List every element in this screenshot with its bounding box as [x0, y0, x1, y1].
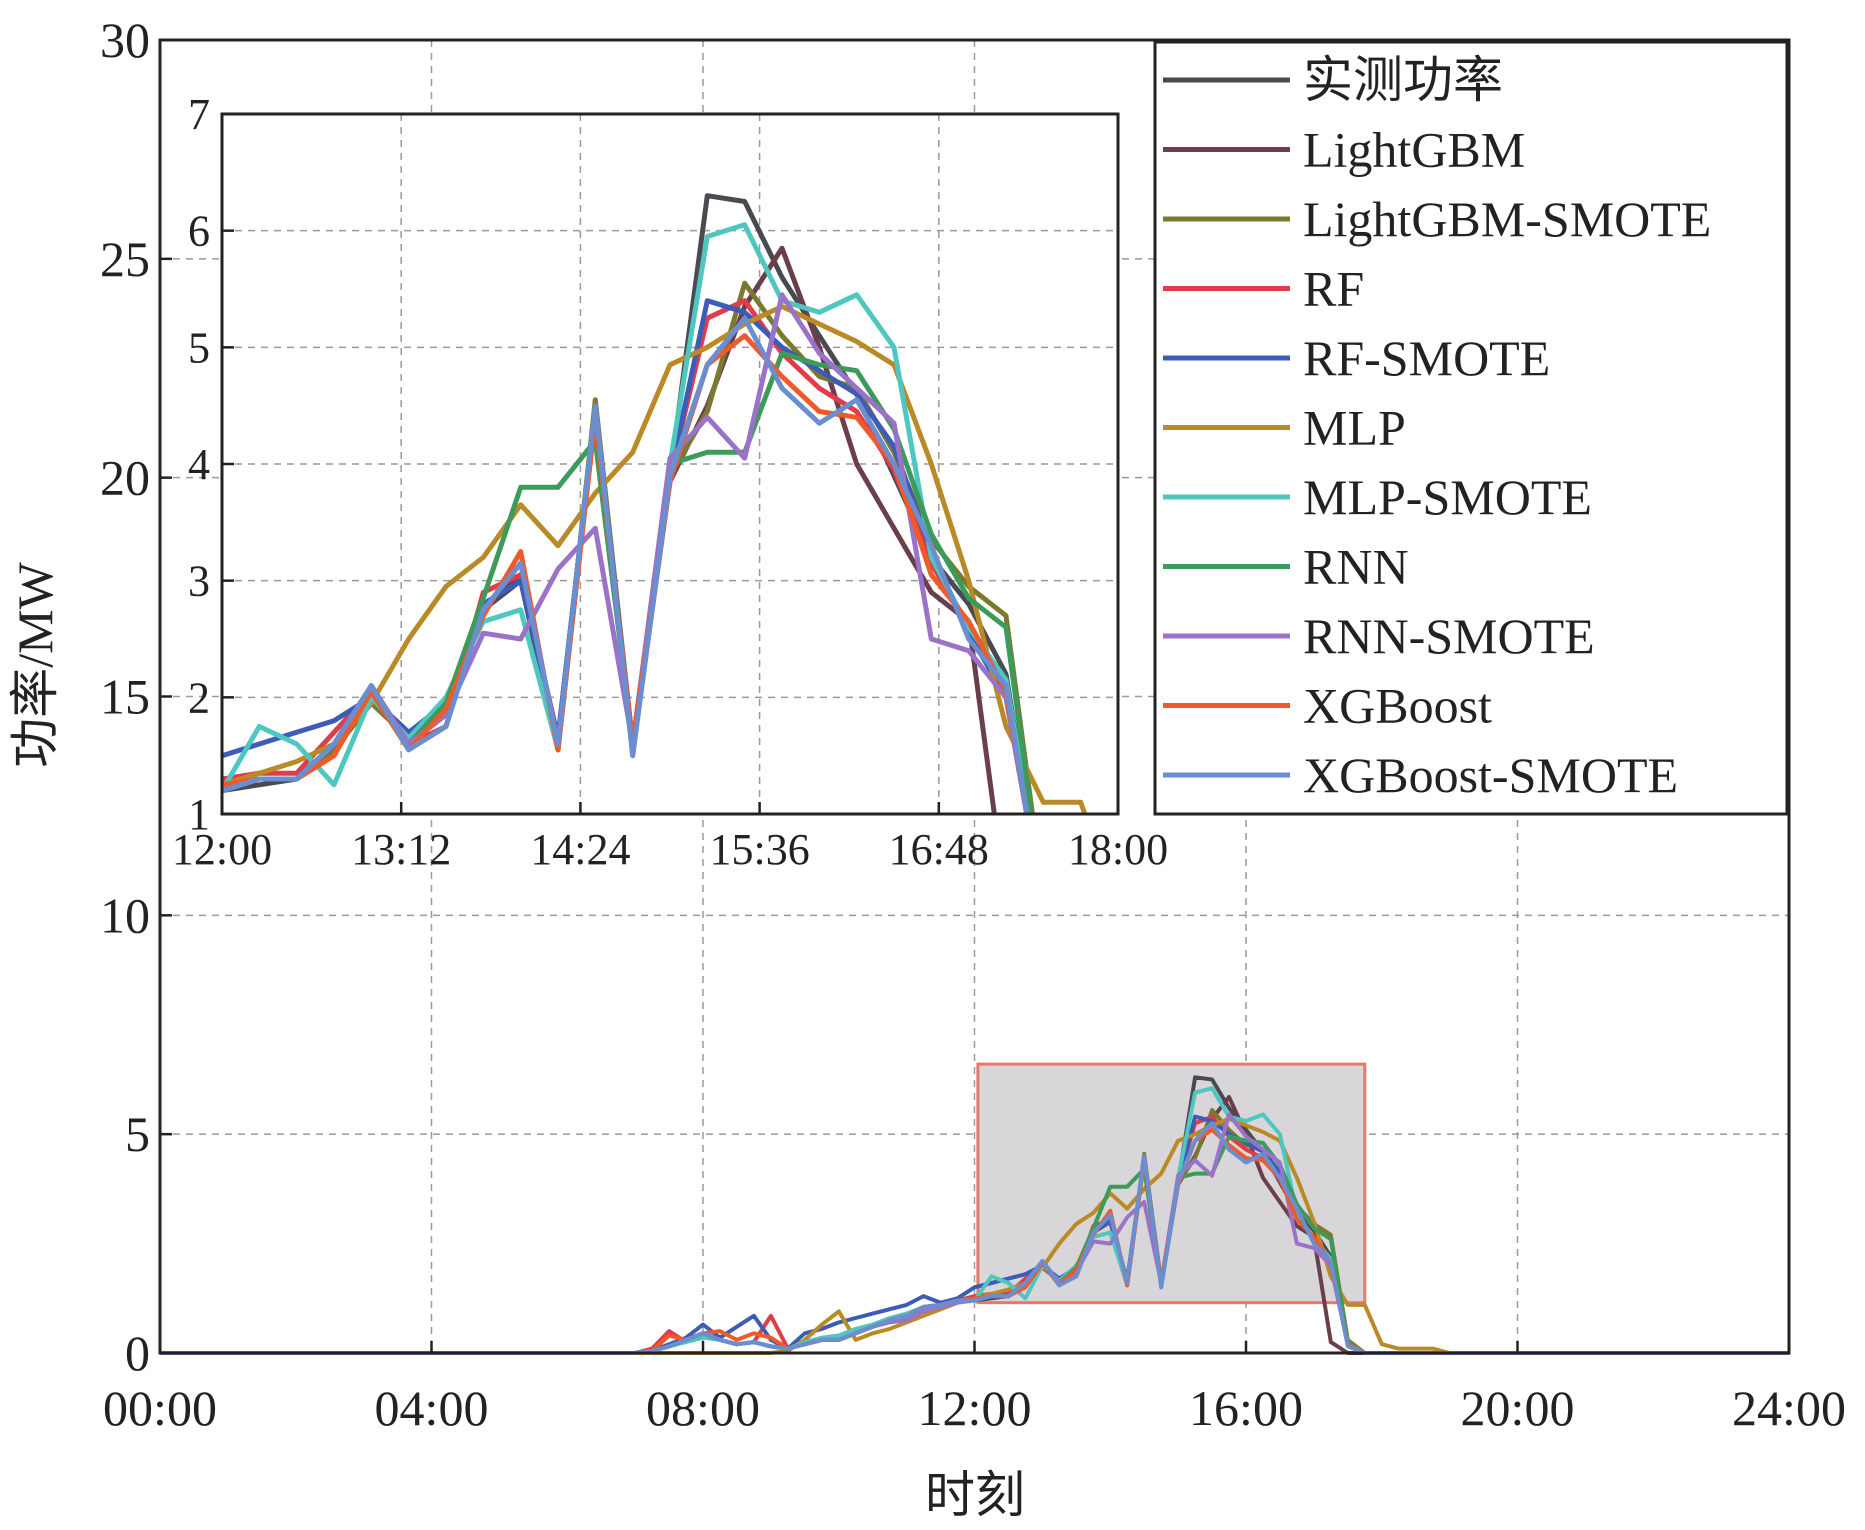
main-y-tick-label: 20 — [100, 450, 150, 506]
inset-y-tick-label: 1 — [188, 790, 210, 839]
main-series-line — [160, 1086, 1789, 1355]
main-y-tick-label: 5 — [125, 1106, 150, 1162]
inset-series-lines — [222, 193, 1088, 814]
legend-item: 实测功率 — [1163, 52, 1503, 108]
legend-item: RF — [1163, 261, 1364, 317]
main-x-tick-label: 04:00 — [375, 1380, 489, 1436]
main-x-tick-label: 16:00 — [1189, 1380, 1303, 1436]
legend: 实测功率 LightGBM LightGBM-SMOTE RF RF-SMOTE MLP M… — [1153, 40, 1789, 816]
legend-label: RF-SMOTE — [1303, 330, 1550, 386]
legend-label: MLP-SMOTE — [1303, 469, 1592, 525]
inset-x-tick-label: 12:00 — [172, 825, 272, 874]
legend-item: RNN — [1163, 539, 1409, 595]
inset-chart: 12:00 13:12 14:24 15:36 16:48 18:00 1 2 3 4 5 6 7 — [172, 90, 1168, 874]
legend-item: XGBoost — [1163, 678, 1492, 734]
inset-y-tick-label: 5 — [188, 323, 210, 372]
main-y-tick-label: 0 — [125, 1325, 150, 1381]
inset-y-tick-label: 2 — [188, 673, 210, 722]
legend-label: 实测功率 — [1303, 52, 1503, 108]
inset-y-tick-label: 7 — [188, 90, 210, 139]
main-x-tick-label: 00:00 — [103, 1380, 217, 1436]
inset-y-tick-label: 4 — [188, 440, 210, 489]
legend-label: LightGBM-SMOTE — [1303, 191, 1711, 247]
inset-x-tick-label: 15:36 — [709, 825, 809, 874]
legend-item: RF-SMOTE — [1163, 330, 1550, 386]
main-x-tick-label: 08:00 — [646, 1380, 760, 1436]
x-axis-label: 时刻 — [925, 1467, 1025, 1523]
legend-item: MLP-SMOTE — [1163, 469, 1592, 525]
inset-x-tick-label: 18:00 — [1068, 825, 1168, 874]
main-axis-ticks: 00:00 04:00 08:00 12:00 16:00 20:00 24:00 0 5 10 1… — [100, 12, 1846, 1436]
legend-label: LightGBM — [1303, 122, 1525, 178]
main-y-tick-label: 10 — [100, 887, 150, 943]
main-y-tick-label: 15 — [100, 669, 150, 725]
main-y-tick-label: 30 — [100, 12, 150, 68]
legend-label: XGBoost-SMOTE — [1303, 747, 1678, 803]
legend-item: MLP — [1163, 400, 1406, 456]
inset-y-tick-label: 6 — [188, 207, 210, 256]
y-axis-label: 功率/MW — [7, 561, 63, 767]
legend-label: XGBoost — [1303, 678, 1492, 734]
inset-x-tick-label: 14:24 — [530, 825, 630, 874]
inset-x-tick-label: 13:12 — [351, 825, 451, 874]
inset-x-tick-label: 16:48 — [889, 825, 989, 874]
main-x-tick-label: 12:00 — [918, 1380, 1032, 1436]
inset-series-line — [222, 315, 1030, 814]
main-x-tick-label: 20:00 — [1461, 1380, 1575, 1436]
main-y-tick-label: 25 — [100, 231, 150, 287]
main-x-tick-label: 24:00 — [1732, 1380, 1846, 1436]
legend-item: XGBoost-SMOTE — [1163, 747, 1678, 803]
legend-item: LightGBM-SMOTE — [1163, 191, 1711, 247]
legend-item: RNN-SMOTE — [1163, 608, 1595, 664]
inset-y-tick-label: 3 — [188, 557, 210, 606]
legend-label: RF — [1303, 261, 1364, 317]
inset-axis-ticks: 12:00 13:12 14:24 15:36 16:48 18:00 1 2 3 4 5 6 7 — [172, 90, 1168, 874]
legend-label: MLP — [1303, 400, 1406, 456]
legend-item: LightGBM — [1163, 122, 1525, 178]
legend-label: RNN-SMOTE — [1303, 608, 1595, 664]
legend-label: RNN — [1303, 539, 1409, 595]
